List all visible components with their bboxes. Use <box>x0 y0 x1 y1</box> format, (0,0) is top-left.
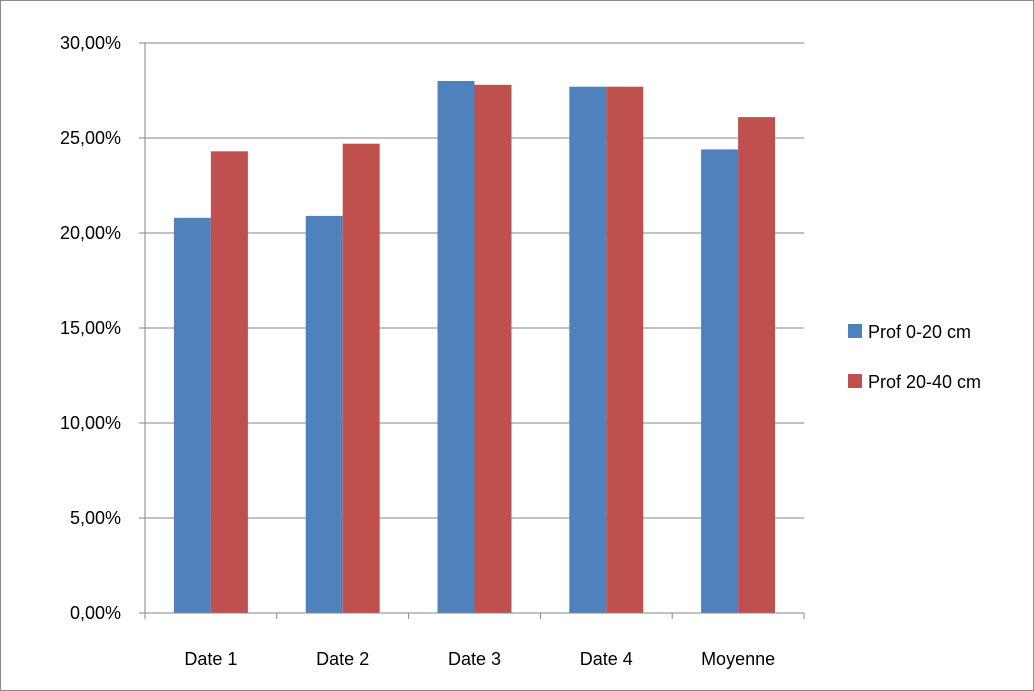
bar <box>738 117 776 613</box>
bar <box>210 151 248 614</box>
axes <box>144 43 805 619</box>
x-tick-label: Date 1 <box>184 649 237 669</box>
y-axis-tick-labels: 0,00% 5,00% 10,00% 15,00% 20,00% 25,00% 30,00% <box>60 33 121 623</box>
bar <box>342 143 380 613</box>
bars <box>173 81 776 614</box>
bar <box>305 215 343 613</box>
legend-swatch <box>848 324 862 338</box>
legend-label: Prof 0-20 cm <box>868 322 971 342</box>
bar <box>569 86 607 613</box>
bar <box>701 149 739 613</box>
x-axis-tick-labels: Date 1 Date 2 Date 3 Date 4 Moyenne <box>184 649 775 669</box>
x-tick-label: Date 3 <box>448 649 501 669</box>
bar <box>474 84 512 614</box>
y-tick-label: 25,00% <box>60 128 121 148</box>
x-tick-label: Date 4 <box>580 649 633 669</box>
y-tick-label: 20,00% <box>60 223 121 243</box>
legend-label: Prof 20-40 cm <box>868 372 981 392</box>
legend: Prof 0-20 cm Prof 20-40 cm <box>848 322 981 392</box>
y-tick-label: 5,00% <box>70 508 121 528</box>
bar <box>173 217 211 614</box>
y-tick-label: 10,00% <box>60 413 121 433</box>
y-tick-label: 0,00% <box>70 603 121 623</box>
y-tick-label: 30,00% <box>60 33 121 53</box>
legend-swatch <box>848 374 862 388</box>
x-tick-label: Date 2 <box>316 649 369 669</box>
bar <box>437 81 475 613</box>
bar <box>606 86 644 613</box>
y-tick-label: 15,00% <box>60 318 121 338</box>
x-tick-label: Moyenne <box>701 649 775 669</box>
